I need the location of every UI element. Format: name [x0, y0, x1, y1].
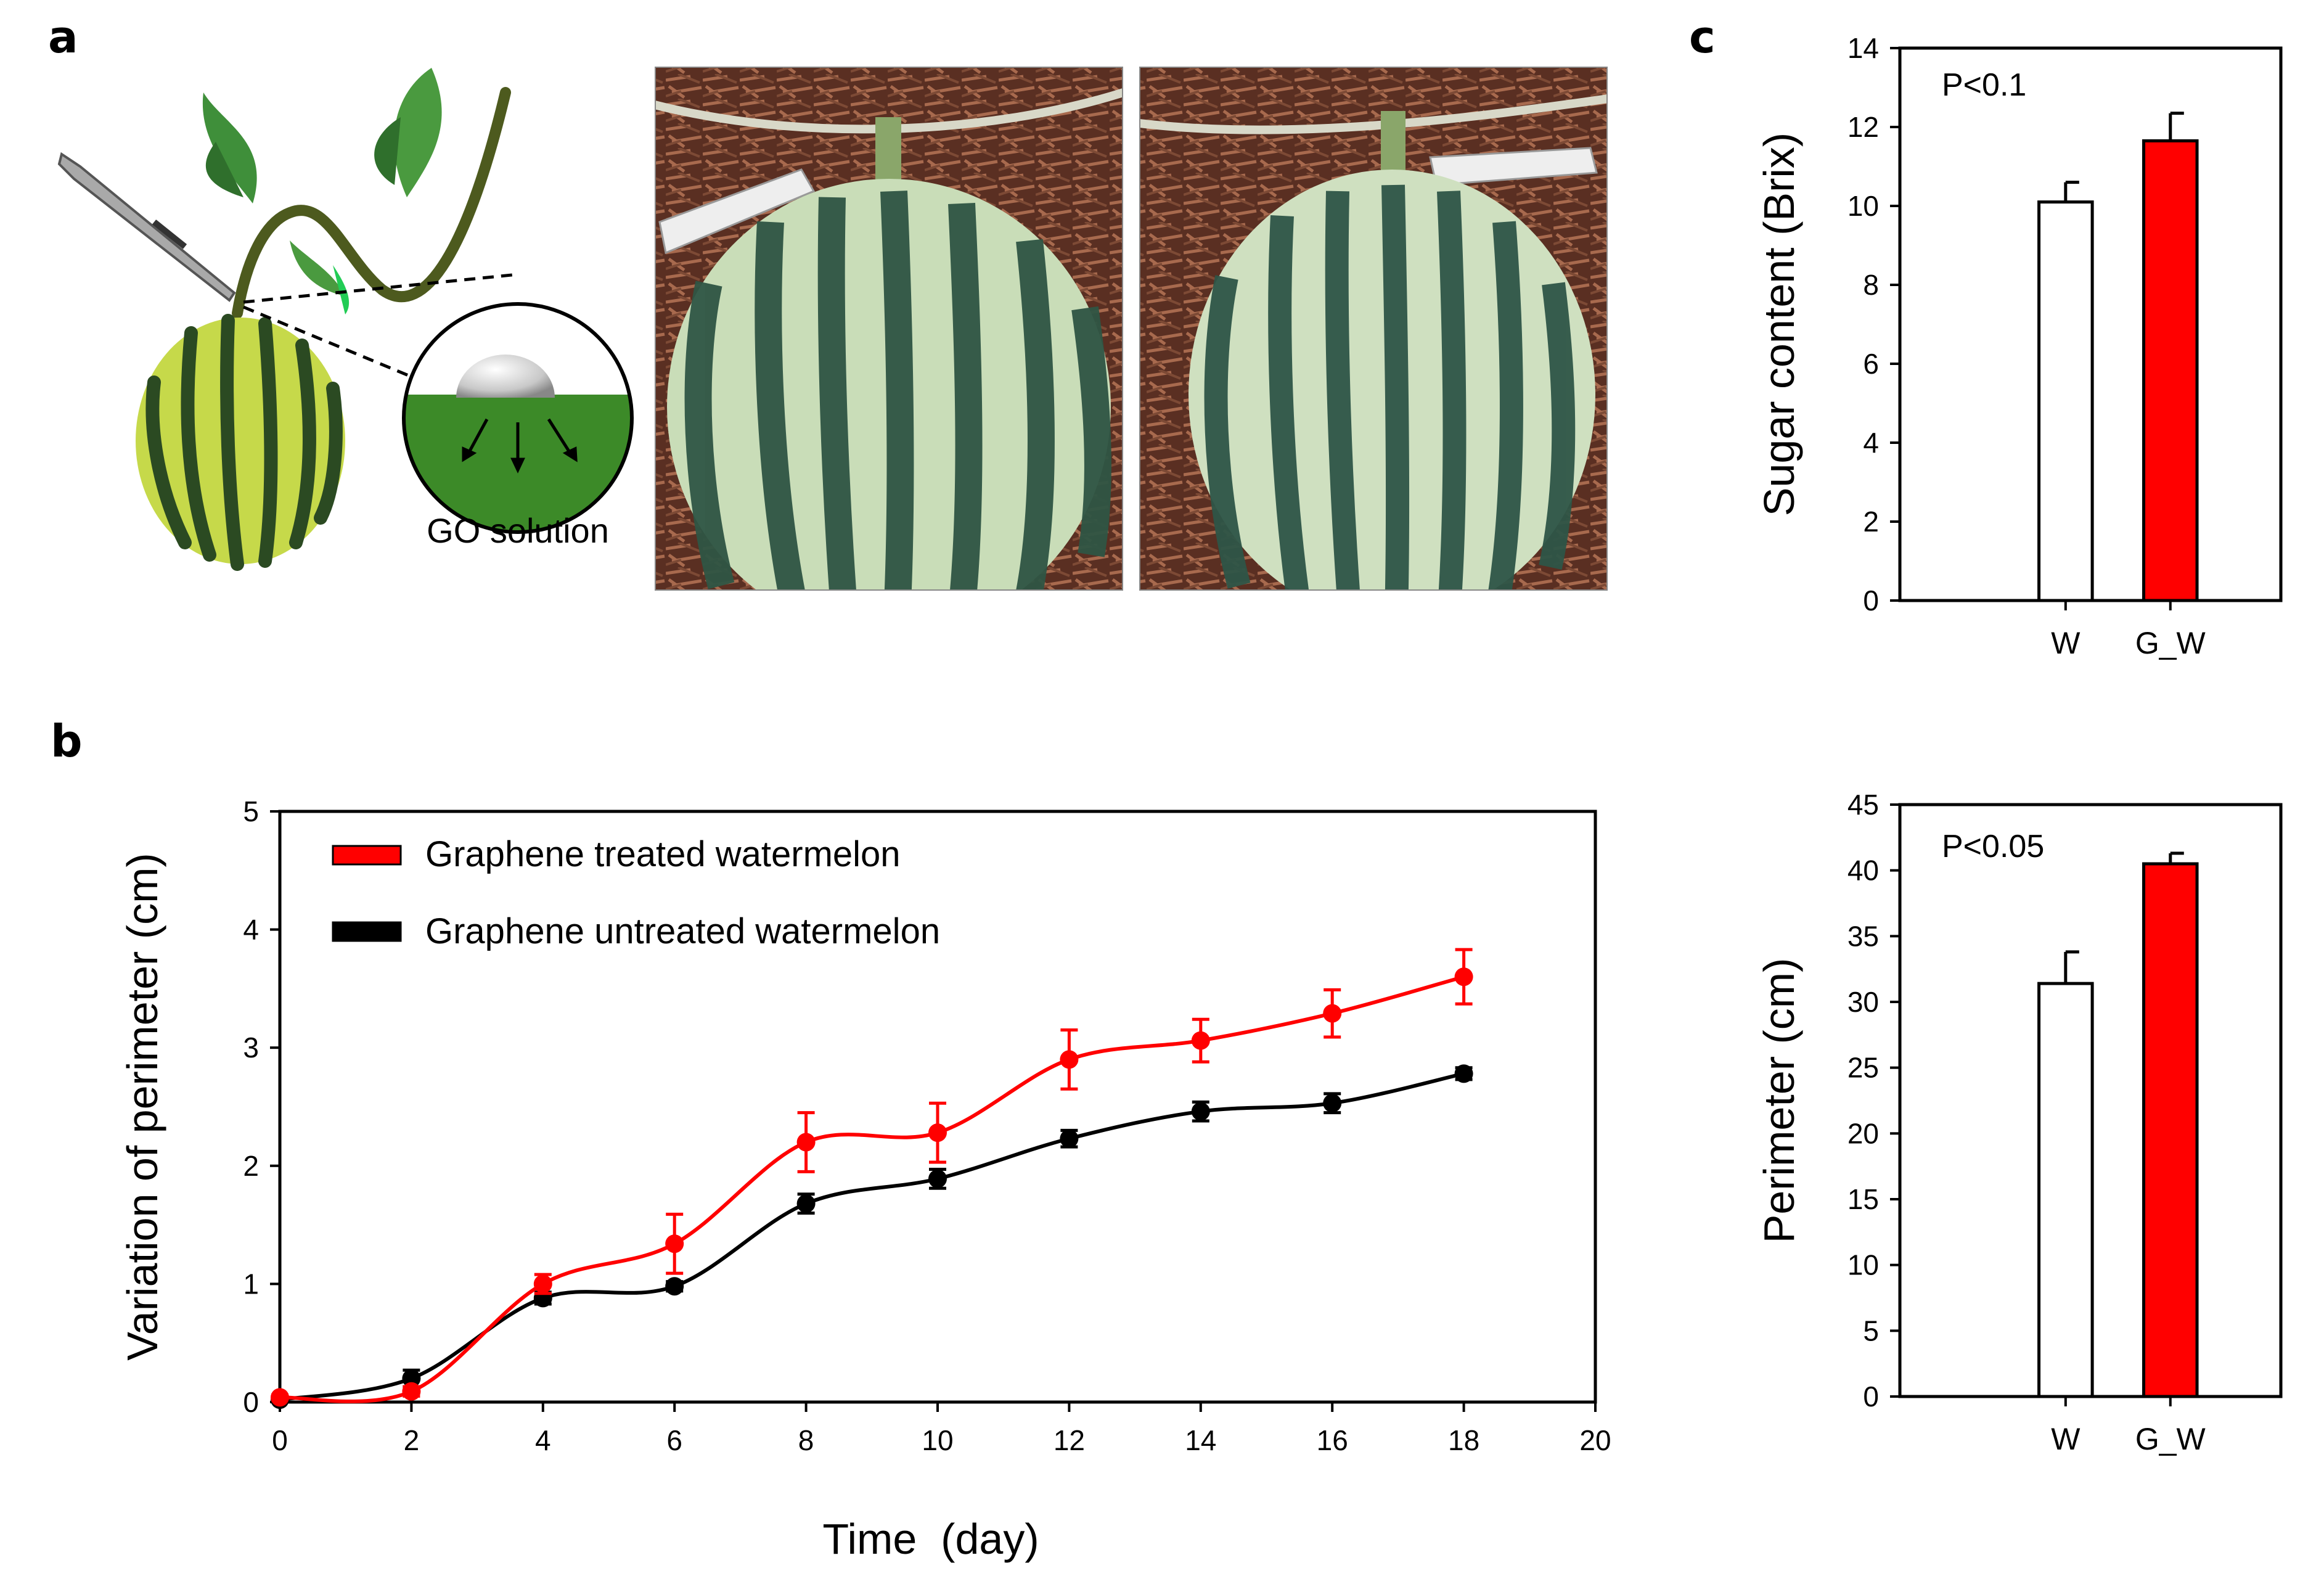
data-point-untreated [1323, 1094, 1342, 1113]
y-tick-label: 0 [243, 1386, 259, 1418]
panel-label-c: c [1689, 11, 1716, 63]
perimeter-y-tick-label: 10 [1847, 1249, 1879, 1281]
x-tick-label: 8 [798, 1424, 814, 1456]
sugar-bar-gw [2142, 139, 2199, 602]
perimeter-y-tick-label: 0 [1863, 1380, 1879, 1413]
chart-cb-y-axis-label: Perimeter (cm) [1755, 958, 1803, 1244]
legend-label-treated: Graphene treated watermelon [425, 834, 901, 874]
perimeter-y-tick-label: 40 [1847, 855, 1879, 887]
series-line-treated [279, 975, 1465, 1403]
x-tick-label: 6 [666, 1424, 682, 1456]
x-tick-label: 18 [1448, 1424, 1479, 1456]
y-tick-label: 2 [243, 1150, 259, 1182]
sugar-x-tick-label: G_W [2135, 626, 2206, 660]
x-tick-label: 0 [272, 1424, 288, 1456]
go-solution-label: GO solution [427, 511, 609, 550]
x-tick-label: 12 [1054, 1424, 1085, 1456]
sugar-y-tick-label: 12 [1847, 111, 1879, 143]
data-point-untreated [1454, 1064, 1473, 1083]
data-point-treated [1323, 1004, 1342, 1023]
sugar-y-tick-label: 6 [1863, 348, 1879, 380]
sugar-y-tick-label: 14 [1847, 32, 1879, 64]
perimeter-y-tick-label: 15 [1847, 1183, 1879, 1215]
watermelon-icon [136, 314, 345, 571]
sugar-bar-w [2037, 200, 2094, 602]
chart-b-y-axis-label: Variation of perimeter (cm) [118, 853, 166, 1360]
go-droplet-inset [402, 302, 634, 534]
data-point-treated [796, 1133, 816, 1152]
leaf-icon [374, 68, 442, 197]
chart-cb-annotation: P<0.05 [1942, 829, 2044, 864]
x-tick-label: 4 [535, 1424, 551, 1456]
legend-swatch-untreated [332, 921, 402, 942]
data-point-treated [533, 1274, 552, 1294]
x-tick-label: 10 [922, 1424, 953, 1456]
perimeter-y-tick-label: 45 [1847, 789, 1879, 821]
perimeter-y-tick-label: 35 [1847, 920, 1879, 952]
perimeter-y-tick-label: 30 [1847, 986, 1879, 1018]
data-point-treated [665, 1234, 684, 1253]
series-line-untreated [279, 1072, 1465, 1402]
y-tick-label: 5 [243, 795, 259, 827]
x-tick-label: 16 [1317, 1424, 1348, 1456]
y-tick-label: 1 [243, 1268, 259, 1300]
data-point-treated [928, 1123, 947, 1142]
perimeter-y-tick-label: 5 [1863, 1315, 1879, 1347]
legend-label-untreated: Graphene untreated watermelon [425, 911, 940, 951]
chart-b-x-axis-label: Time (day) [822, 1515, 1039, 1563]
panel-label-a: a [48, 11, 78, 63]
y-tick-label: 3 [243, 1032, 259, 1064]
perimeter-y-tick-label: 25 [1847, 1052, 1879, 1084]
chart-ct-annotation: P<0.1 [1942, 67, 2026, 103]
watermelon-illustration: GO solution [57, 68, 634, 571]
data-point-treated [1191, 1031, 1210, 1050]
x-tick-label: 20 [1579, 1424, 1611, 1456]
x-tick-label: 2 [404, 1424, 420, 1456]
leaf-icon [290, 240, 350, 314]
perimeter-x-tick-label: G_W [2135, 1422, 2206, 1456]
data-point-untreated [1191, 1102, 1210, 1121]
data-point-untreated [928, 1169, 947, 1188]
data-point-untreated [402, 1369, 421, 1388]
y-tick-label: 4 [243, 914, 259, 946]
perimeter-y-tick-label: 20 [1847, 1117, 1879, 1149]
sugar-y-tick-label: 4 [1863, 427, 1879, 459]
watermelon-photo-untreated [655, 67, 1123, 591]
sugar-y-tick-label: 8 [1863, 269, 1879, 301]
perimeter-bar-chart: 0 5 10 15 20 25 30 35 40 45 W G_W P<0.05 Perimeter… [1755, 789, 2283, 1456]
watermelon-photo-treated [1139, 67, 1608, 591]
perimeter-x-tick-label: W [2051, 1422, 2081, 1456]
sugar-content-bar-chart: 0 2 4 6 8 10 12 14 W G_W P<0.1 Sugar content (Br… [1755, 32, 2283, 660]
perimeter-bar-w [2037, 982, 2094, 1398]
data-point-treated [402, 1382, 421, 1401]
pipette-icon [57, 152, 236, 302]
data-point-untreated [1060, 1129, 1079, 1148]
data-point-untreated [796, 1194, 816, 1213]
data-point-treated [271, 1388, 289, 1407]
chart-b-legend: Graphene treated watermelon Graphene unt… [332, 834, 940, 951]
data-point-untreated [665, 1277, 684, 1296]
sugar-y-tick-label: 2 [1863, 506, 1879, 538]
panel-label-b: b [51, 715, 83, 767]
data-point-treated [1454, 967, 1473, 986]
chart-ct-y-axis-label: Sugar content (Brix) [1755, 133, 1803, 516]
sugar-y-tick-label: 0 [1863, 585, 1879, 617]
legend-swatch-treated [332, 845, 402, 866]
leaf-icon [202, 92, 257, 203]
data-point-treated [1060, 1050, 1079, 1069]
sugar-x-tick-label: W [2051, 626, 2081, 660]
sugar-y-tick-label: 10 [1847, 190, 1879, 222]
x-tick-label: 14 [1185, 1424, 1216, 1456]
perimeter-bar-gw [2142, 862, 2199, 1398]
